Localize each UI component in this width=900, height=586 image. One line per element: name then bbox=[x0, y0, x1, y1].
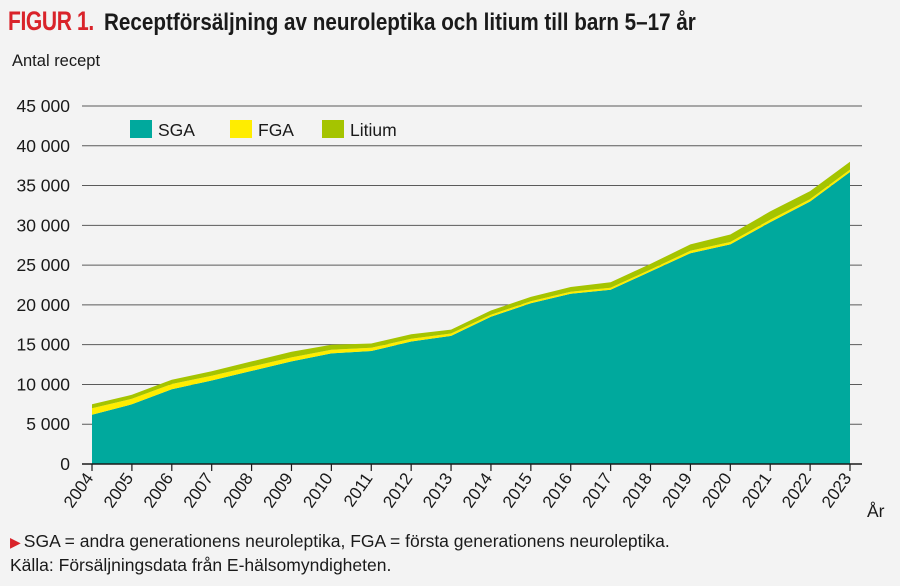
legend-label-litium: Litium bbox=[350, 120, 397, 140]
x-tick-label: 2006 bbox=[140, 469, 177, 511]
source-note: Källa: Försäljningsdata från E-hälsomynd… bbox=[10, 555, 392, 575]
x-tick-label: 2009 bbox=[259, 469, 296, 511]
x-tick-label: 2021 bbox=[738, 469, 775, 511]
y-tick-label: 15 000 bbox=[16, 335, 70, 355]
legend-label-fga: FGA bbox=[258, 120, 294, 140]
x-tick-label: 2020 bbox=[698, 469, 735, 511]
y-tick-label: 45 000 bbox=[16, 96, 70, 116]
x-tick-label: 2011 bbox=[340, 469, 377, 510]
footnote: ▶ SGA = andra generationens neuroleptika,… bbox=[10, 531, 670, 552]
figure-title: Receptförsäljning av neuroleptika och li… bbox=[104, 9, 697, 36]
x-tick-label: 2018 bbox=[619, 469, 656, 511]
x-tick-label: 2013 bbox=[419, 469, 456, 511]
x-tick-label: 2008 bbox=[220, 469, 257, 511]
area-series-fga bbox=[92, 169, 850, 415]
x-tick-label: 2005 bbox=[100, 469, 137, 511]
y-tick-label: 5 000 bbox=[26, 414, 70, 434]
y-tick-label: 0 bbox=[60, 454, 70, 474]
y-tick-label: 10 000 bbox=[16, 374, 70, 394]
x-tick-label: 2016 bbox=[539, 469, 576, 511]
y-tick-label: 25 000 bbox=[16, 255, 70, 275]
y-tick-label: 35 000 bbox=[16, 176, 70, 196]
x-tick-label: 2014 bbox=[459, 469, 496, 511]
triangle-marker-icon: ▶ bbox=[10, 534, 21, 550]
legend-label-sga: SGA bbox=[158, 120, 195, 140]
figure-title-row: FIGUR 1. Receptförsäljning av neurolepti… bbox=[8, 6, 793, 37]
legend-swatch-sga bbox=[130, 120, 152, 138]
y-tick-label: 30 000 bbox=[16, 215, 70, 235]
y-tick-label: 40 000 bbox=[16, 136, 70, 156]
x-axis-label: År bbox=[867, 501, 885, 521]
y-tick-label: 20 000 bbox=[16, 295, 70, 315]
x-tick-label: 2004 bbox=[60, 469, 97, 511]
x-tick-label: 2022 bbox=[778, 469, 815, 511]
y-axis-label: Antal recept bbox=[12, 52, 100, 70]
footnote-text: SGA = andra generationens neuroleptika, … bbox=[23, 531, 670, 551]
legend-swatch-fga bbox=[230, 120, 252, 138]
x-tick-label: 2017 bbox=[579, 469, 616, 511]
figure-label: FIGUR 1. bbox=[8, 6, 94, 36]
area-series-litium bbox=[92, 161, 850, 409]
area-series-sga bbox=[92, 172, 850, 464]
x-tick-label: 2019 bbox=[658, 469, 695, 511]
legend-swatch-litium bbox=[322, 120, 344, 138]
x-tick-label: 2015 bbox=[499, 469, 536, 511]
x-tick-label: 2012 bbox=[379, 469, 416, 511]
x-tick-label: 2007 bbox=[180, 469, 217, 511]
x-tick-label: 2023 bbox=[818, 469, 855, 511]
area-chart: Antal recept 0 5 000 10 000 15 000 20 000 25 0… bbox=[12, 52, 885, 521]
x-tick-label: 2010 bbox=[299, 469, 336, 511]
